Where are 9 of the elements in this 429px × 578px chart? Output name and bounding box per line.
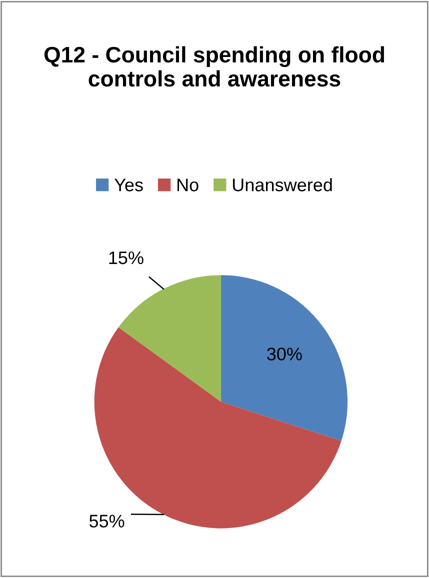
pie-slice bbox=[118, 275, 221, 402]
pie-slice bbox=[220, 275, 348, 441]
legend-label: No bbox=[178, 178, 198, 192]
chart-title: Q12 - Council spending on flood controls and awareness bbox=[44, 46, 384, 87]
data-label: 30% bbox=[267, 348, 302, 360]
data-label: 55% bbox=[89, 514, 124, 528]
legend-label: Yes bbox=[114, 178, 143, 192]
legend-label: Unanswered bbox=[233, 178, 332, 192]
data-label: 15% bbox=[109, 251, 144, 264]
